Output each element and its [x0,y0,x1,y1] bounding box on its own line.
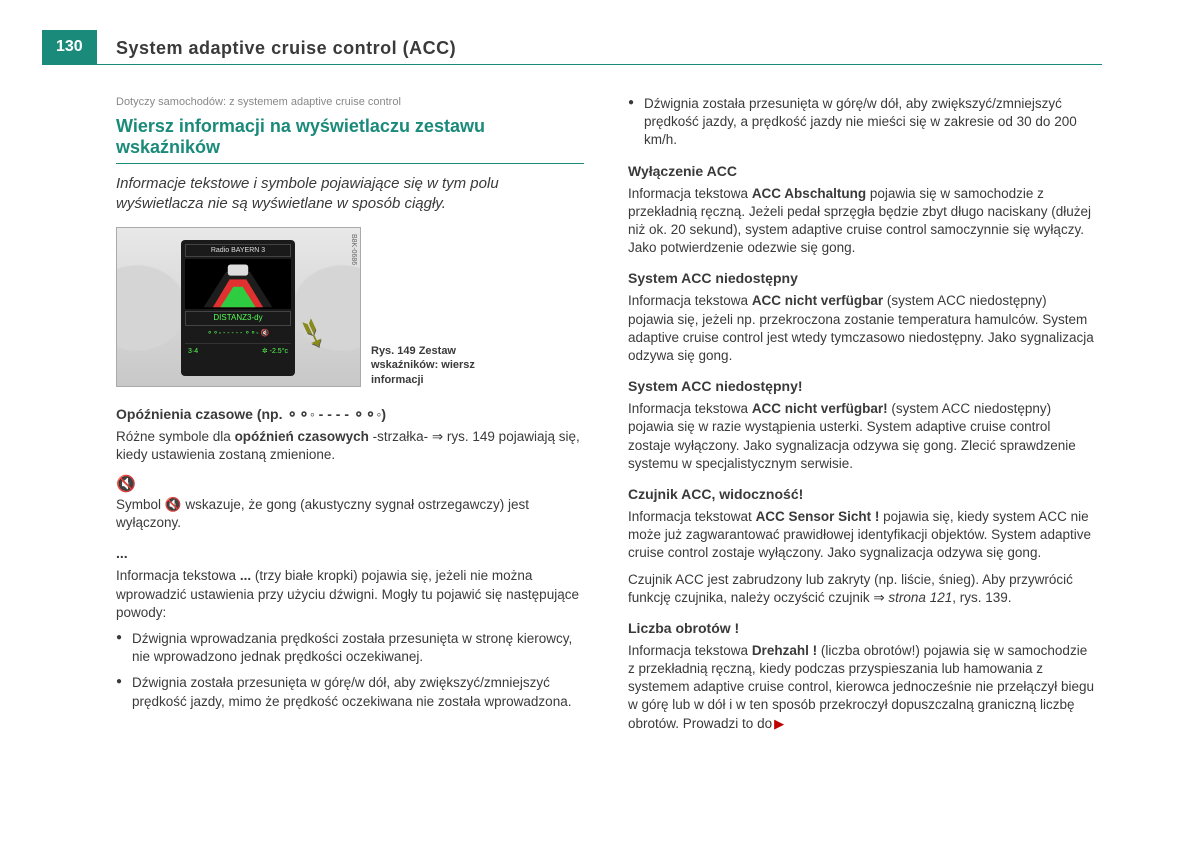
heading-acc-off: Wyłączenie ACC [628,162,1096,181]
paragraph: Czujnik ACC jest zabrudzony lub zakryty … [628,571,1096,607]
left-column: Dotyczy samochodów: z systemem adaptive … [116,95,584,741]
content-area: Dotyczy samochodów: z systemem adaptive … [116,95,1096,741]
mute-symbol: 🔇 [116,474,584,496]
section-intro: Informacje tekstowe i symbole pojawiając… [116,174,584,213]
paragraph: Informacja tekstowa ACC Abschaltung poja… [628,185,1096,258]
figure-caption: Rys. 149 Zestaw wskaźników: wiersz infor… [371,344,491,387]
heading-rpm: Liczba obrotów ! [628,619,1096,638]
header-rule [42,64,1102,65]
figure-caption-text: Rys. 149 Zestaw wskaźników: wiersz infor… [371,345,475,386]
right-column: Dźwignia została przesunięta w górę/w dó… [628,95,1096,741]
distance-label: DISTANZ3-dy [185,311,291,326]
paragraph: Informacja tekstowa ... (trzy białe krop… [116,567,584,622]
screen-bottom-info: 3·4 ✲ -2.5°c [185,343,291,356]
continue-icon: ▶ [774,716,784,731]
bullet-item: Dźwignia została przesunięta w górę/w dó… [628,95,1096,150]
instrument-cluster-figure: Radio BAYERN 3 DISTANZ3-dy ⚬⚬◦ - - - - -… [116,227,361,387]
heading-sensor: Czujnik ACC, widoczność! [628,485,1096,504]
bullet-item: Dźwignia wprowadzania prędkości została … [116,630,584,666]
paragraph: Informacja tekstowa ACC nicht verfügbar!… [628,400,1096,473]
applies-to-note: Dotyczy samochodów: z systemem adaptive … [116,95,584,110]
lane-graphic [185,259,291,309]
section-title: Wiersz informacji na wyświetlaczu zestaw… [116,116,584,164]
bottom-right-value: ✲ -2.5°c [262,347,288,356]
page-number: 130 [42,30,97,64]
paragraph: Różne symbole dla opóźnień czasowych -st… [116,428,584,464]
cluster-screen: Radio BAYERN 3 DISTANZ3-dy ⚬⚬◦ - - - - -… [181,240,295,376]
bullet-item: Dźwignia została przesunięta w górę/w dó… [116,674,584,710]
figure-id-code: B8K-0686 [349,234,358,265]
heading-acc-unavailable: System ACC niedostępny [628,269,1096,288]
paragraph: Informacja tekstowa Drehzahl ! (liczba o… [628,642,1096,733]
paragraph: Symbol 🔇 wskazuje, że gong (akustyczny s… [116,496,584,532]
screen-radio-label: Radio BAYERN 3 [185,244,291,257]
heading-acc-unavailable-fault: System ACC niedostępny! [628,377,1096,396]
bottom-left-value: 3·4 [188,347,198,356]
header-title: System adaptive cruise control (ACC) [116,38,456,59]
paragraph: Informacja tekstowat ACC Sensor Sicht ! … [628,508,1096,563]
heading-dots: ... [116,544,584,563]
paragraph: Informacja tekstowa ACC nicht verfügbar … [628,292,1096,365]
heading-time-delays: Opóźnienia czasowe (np. ⚬⚬◦ - - - - ⚬⚬◦) [116,405,584,424]
figure-row: Radio BAYERN 3 DISTANZ3-dy ⚬⚬◦ - - - - -… [116,227,584,387]
